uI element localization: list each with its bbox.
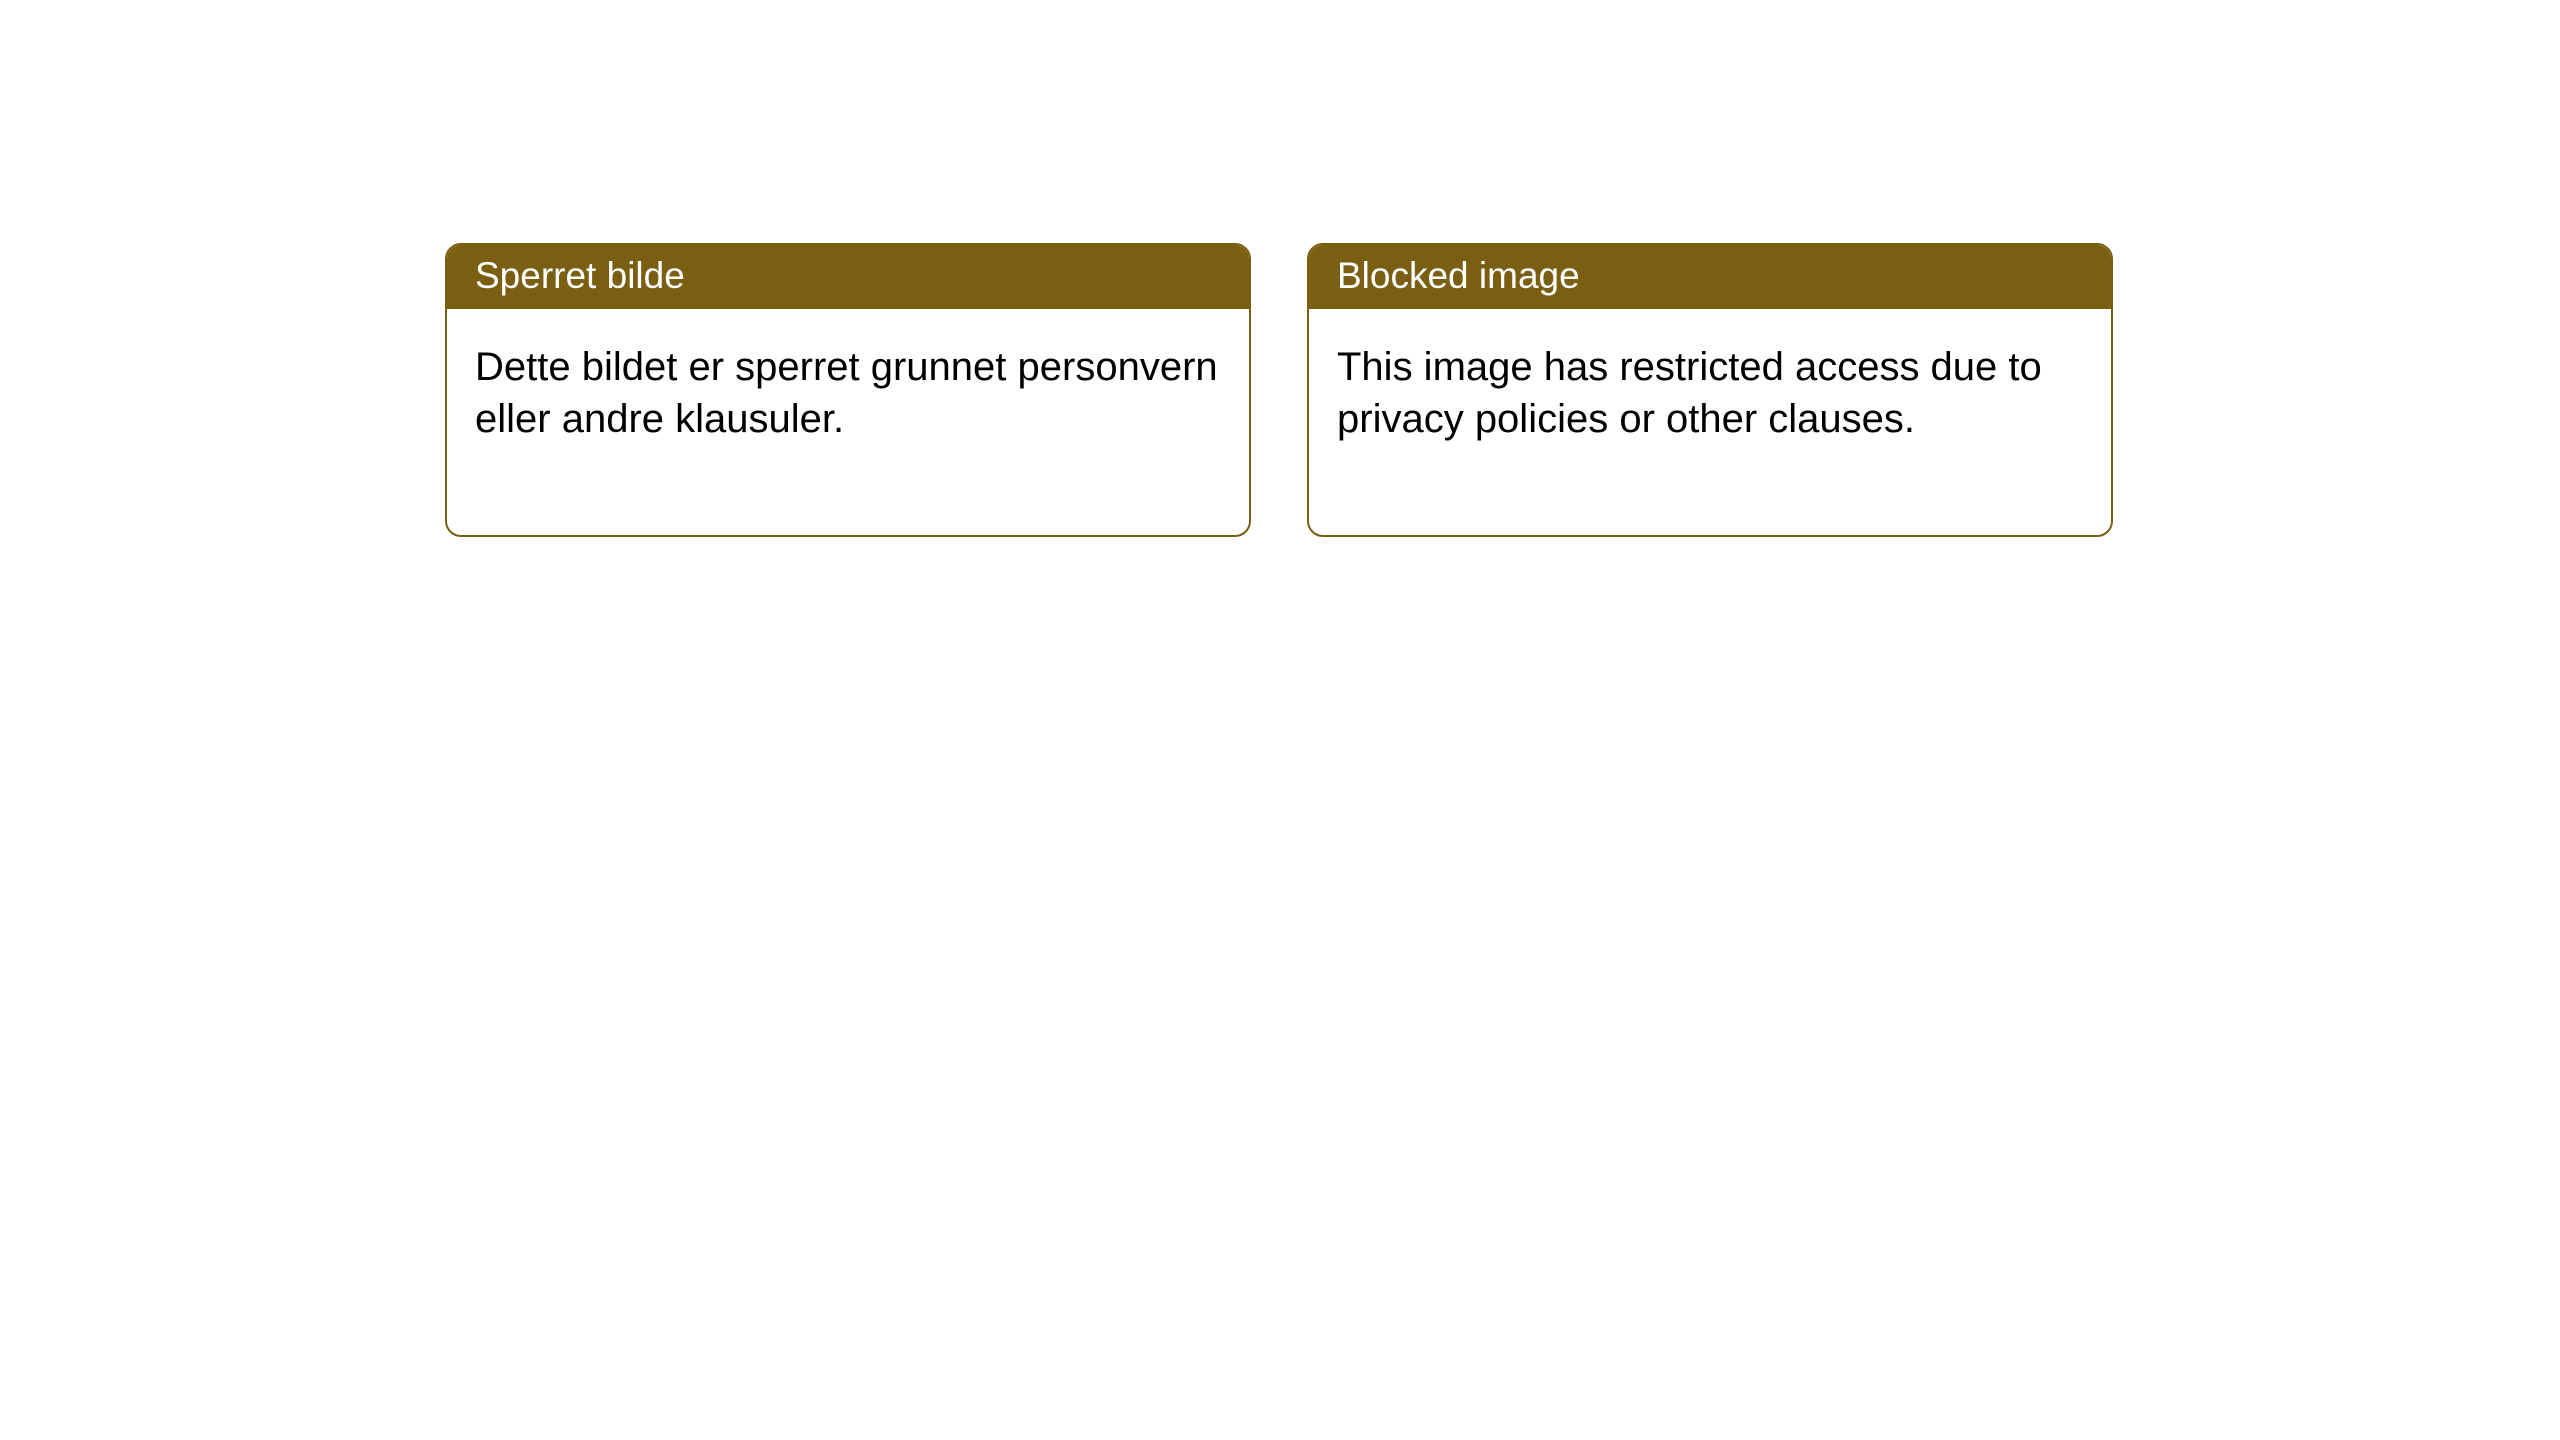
notice-card-english: Blocked image This image has restricted … <box>1307 243 2113 537</box>
notice-text: Dette bildet er sperret grunnet personve… <box>475 345 1218 441</box>
notice-title: Blocked image <box>1337 255 1580 296</box>
notice-container: Sperret bilde Dette bildet er sperret gr… <box>445 243 2113 537</box>
notice-body: Dette bildet er sperret grunnet personve… <box>447 309 1249 535</box>
notice-text: This image has restricted access due to … <box>1337 345 2042 441</box>
notice-card-norwegian: Sperret bilde Dette bildet er sperret gr… <box>445 243 1251 537</box>
notice-title: Sperret bilde <box>475 255 685 296</box>
notice-header: Blocked image <box>1309 245 2111 309</box>
notice-header: Sperret bilde <box>447 245 1249 309</box>
notice-body: This image has restricted access due to … <box>1309 309 2111 535</box>
